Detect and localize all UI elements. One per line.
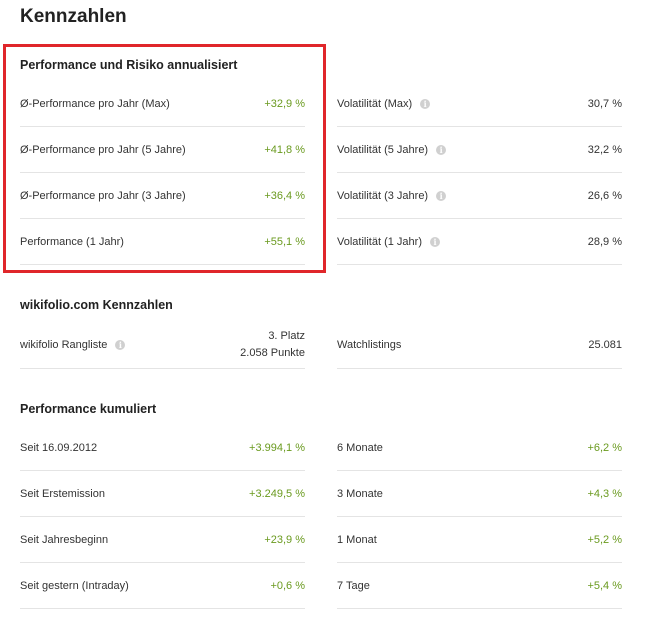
kpi-label: 6 Monate <box>337 441 383 454</box>
kpi-row: Volatilität (1 Jahr) i 28,9 % <box>337 219 622 265</box>
kpi-row: Volatilität (5 Jahre) i 32,2 % <box>337 127 622 173</box>
kpi-row: wikifolio Rangliste i 3. Platz 2.058 Punk… <box>20 321 305 369</box>
kpi-value: 25.081 <box>588 338 622 351</box>
kpi-row: Volatilität (Max) i 30,7 % <box>337 81 622 127</box>
kpi-row: Seit Jahresbeginn +23,9 % <box>20 517 305 563</box>
kpi-label: Volatilität (Max) <box>337 97 413 110</box>
kpi-value: 26,6 % <box>587 189 622 202</box>
kpi-value: +0,6 % <box>270 579 305 592</box>
kpi-label: Volatilität (3 Jahre) <box>337 189 429 202</box>
kpi-label: Ø-Performance pro Jahr (Max) <box>20 97 170 110</box>
kpi-row: 7 Tage +5,4 % <box>337 563 622 609</box>
kpi-row: Watchlistings 25.081 <box>337 321 622 369</box>
kpi-value: 32,2 % <box>587 143 622 156</box>
kpi-value: +5,2 % <box>587 533 622 546</box>
kpi-row: Performance (1 Jahr) +55,1 % <box>20 219 305 265</box>
kpi-row: Seit gestern (Intraday) +0,6 % <box>20 563 305 609</box>
kpi-label: Volatilität (5 Jahre) <box>337 143 429 156</box>
kpi-label: 7 Tage <box>337 579 370 592</box>
kpi-row: 3 Monate +4,3 % <box>337 471 622 517</box>
kpi-value: +5,4 % <box>587 579 622 592</box>
kpi-value: +32,9 % <box>264 97 305 110</box>
info-icon[interactable]: i <box>429 236 440 247</box>
kpi-row: 1 Monat +5,2 % <box>337 517 622 563</box>
kpi-value: +41,8 % <box>264 143 305 156</box>
kpi-label: Seit Erstemission <box>20 487 105 500</box>
kpi-row: Ø-Performance pro Jahr (Max) +32,9 % <box>20 81 305 127</box>
kpi-value: +3.249,5 % <box>249 487 305 500</box>
kpi-value: +36,4 % <box>264 189 305 202</box>
kpi-label: Ø-Performance pro Jahr (5 Jahre) <box>20 143 186 156</box>
section-title-wikifolio-kennzahlen: wikifolio.com Kennzahlen <box>20 298 173 312</box>
kpi-row: Seit Erstemission +3.249,5 % <box>20 471 305 517</box>
rangliste-platz: 3. Platz <box>268 329 305 342</box>
kpi-value: 30,7 % <box>587 97 622 110</box>
kpi-row: Ø-Performance pro Jahr (5 Jahre) +41,8 % <box>20 127 305 173</box>
rangliste-punkte: 2.058 Punkte <box>240 346 305 359</box>
kpi-label: 1 Monat <box>337 533 377 546</box>
kpi-label: Seit gestern (Intraday) <box>20 579 129 592</box>
section-title-performance-risiko: Performance und Risiko annualisiert <box>20 58 238 72</box>
page-title: Kennzahlen <box>20 6 127 27</box>
kpi-label: Seit Jahresbeginn <box>20 533 109 546</box>
kpi-label: Seit 16.09.2012 <box>20 441 98 454</box>
kpi-label: Ø-Performance pro Jahr (3 Jahre) <box>20 189 186 202</box>
info-icon[interactable]: i <box>436 190 447 201</box>
kpi-value: +23,9 % <box>264 533 305 546</box>
kpi-row: Ø-Performance pro Jahr (3 Jahre) +36,4 % <box>20 173 305 219</box>
kpi-label: Volatilität (1 Jahr) <box>337 235 422 248</box>
kpi-label: Watchlistings <box>337 338 402 351</box>
kpi-row: Seit 16.09.2012 +3.994,1 % <box>20 425 305 471</box>
info-icon[interactable]: i <box>115 339 126 350</box>
kpi-value: +4,3 % <box>587 487 622 500</box>
kpi-value: 28,9 % <box>587 235 622 248</box>
kpi-label: Performance (1 Jahr) <box>20 235 124 248</box>
info-icon[interactable]: i <box>436 144 447 155</box>
rangliste-value: 3. Platz 2.058 Punkte <box>240 328 305 362</box>
kpi-value: +55,1 % <box>264 235 305 248</box>
kpi-label: 3 Monate <box>337 487 383 500</box>
info-icon[interactable]: i <box>420 98 431 109</box>
section-title-performance-kumuliert: Performance kumuliert <box>20 402 157 416</box>
kpi-row: Volatilität (3 Jahre) i 26,6 % <box>337 173 622 219</box>
kpi-row: 6 Monate +6,2 % <box>337 425 622 471</box>
kpi-value: +3.994,1 % <box>249 441 305 454</box>
kpi-value: +6,2 % <box>587 441 622 454</box>
kpi-label: wikifolio Rangliste <box>20 338 108 351</box>
